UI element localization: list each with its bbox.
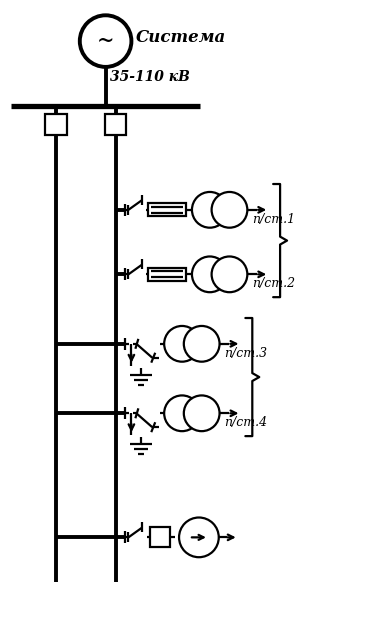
Text: ~: ~ — [97, 31, 114, 51]
Text: п/ст.3: п/ст.3 — [225, 347, 267, 360]
Text: п/ст.4: п/ст.4 — [225, 416, 267, 429]
Circle shape — [164, 396, 200, 431]
Text: п/ст.2: п/ст.2 — [252, 277, 295, 290]
Text: 35-110 кВ: 35-110 кВ — [110, 70, 189, 84]
Circle shape — [192, 256, 228, 292]
Circle shape — [179, 518, 219, 557]
Circle shape — [212, 256, 247, 292]
Circle shape — [184, 326, 219, 362]
Bar — [150, 527, 170, 547]
Circle shape — [212, 192, 247, 227]
Bar — [148, 203, 186, 216]
Circle shape — [192, 192, 228, 227]
Bar — [105, 114, 126, 135]
Circle shape — [164, 326, 200, 362]
Circle shape — [184, 396, 219, 431]
Text: п/ст.1: п/ст.1 — [252, 213, 295, 226]
Bar — [45, 114, 67, 135]
Text: Система: Система — [135, 29, 226, 45]
Circle shape — [80, 15, 131, 67]
Bar — [148, 268, 186, 281]
